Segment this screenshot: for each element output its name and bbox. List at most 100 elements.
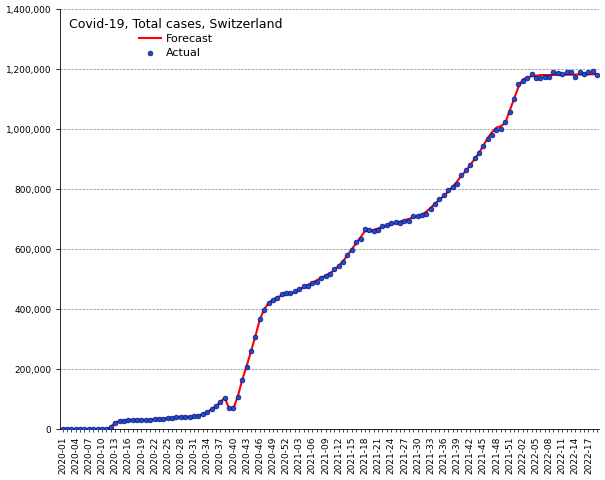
Actual: [356, 235, 365, 243]
Actual: [255, 315, 264, 323]
Actual: [215, 398, 225, 406]
Actual: [123, 417, 133, 424]
Actual: [290, 287, 299, 295]
Actual: [500, 119, 510, 126]
Actual: [202, 408, 212, 416]
Actual: [250, 333, 260, 340]
Forecast: [594, 72, 601, 77]
Actual: [557, 70, 567, 78]
Actual: [172, 414, 182, 421]
Forecast: [111, 420, 119, 426]
Actual: [364, 226, 374, 234]
Actual: [469, 154, 479, 162]
Actual: [408, 212, 418, 220]
Actual: [518, 77, 528, 85]
Actual: [457, 171, 466, 179]
Actual: [492, 126, 502, 134]
Actual: [588, 68, 598, 75]
Actual: [149, 416, 159, 423]
Forecast: [212, 403, 220, 409]
Actual: [579, 70, 589, 78]
Actual: [312, 278, 322, 286]
Actual: [321, 272, 330, 280]
Actual: [378, 222, 387, 229]
Actual: [97, 425, 107, 433]
Actual: [176, 413, 186, 421]
Actual: [479, 142, 488, 149]
Actual: [119, 417, 129, 424]
Actual: [434, 195, 444, 203]
Actual: [426, 205, 436, 213]
Actual: [584, 68, 594, 76]
Actual: [342, 251, 352, 259]
Actual: [465, 161, 475, 168]
Actual: [207, 405, 217, 413]
Actual: [334, 263, 344, 270]
Actual: [229, 405, 238, 412]
Actual: [84, 425, 94, 433]
Actual: [514, 81, 523, 88]
Actual: [474, 149, 484, 157]
Actual: [233, 393, 243, 400]
Actual: [167, 414, 177, 421]
Actual: [461, 166, 471, 174]
Actual: [391, 218, 401, 226]
Actual: [128, 416, 137, 424]
Actual: [561, 68, 571, 76]
Legend: Forecast, Actual: Forecast, Actual: [66, 14, 286, 61]
Actual: [75, 425, 85, 433]
Actual: [106, 423, 116, 431]
Actual: [220, 394, 229, 402]
Actual: [299, 282, 309, 290]
Actual: [382, 221, 391, 229]
Forecast: [90, 426, 97, 432]
Actual: [163, 414, 172, 422]
Actual: [566, 69, 576, 76]
Actual: [531, 74, 541, 82]
Actual: [242, 363, 252, 371]
Actual: [592, 72, 602, 79]
Actual: [71, 425, 80, 433]
Actual: [360, 226, 370, 233]
Actual: [246, 347, 256, 354]
Actual: [404, 216, 414, 224]
Actual: [224, 404, 234, 412]
Forecast: [59, 426, 66, 432]
Actual: [316, 275, 326, 282]
Actual: [272, 294, 282, 302]
Actual: [137, 416, 146, 424]
Actual: [330, 265, 339, 273]
Actual: [373, 227, 383, 234]
Actual: [198, 410, 208, 418]
Actual: [571, 73, 580, 81]
Actual: [387, 219, 396, 227]
Actual: [347, 247, 356, 254]
Actual: [88, 425, 98, 433]
Actual: [483, 135, 492, 143]
Actual: [145, 416, 155, 423]
Actual: [430, 201, 440, 208]
Actual: [535, 74, 545, 82]
Actual: [237, 376, 247, 384]
Actual: [413, 212, 422, 219]
Actual: [352, 238, 361, 246]
Actual: [338, 258, 348, 266]
Actual: [115, 417, 125, 425]
Forecast: [291, 289, 298, 295]
Actual: [369, 227, 379, 235]
Actual: [549, 68, 558, 76]
Actual: [553, 69, 563, 76]
Actual: [264, 300, 273, 307]
Actual: [110, 419, 120, 427]
Actual: [141, 416, 151, 424]
Actual: [487, 131, 497, 139]
Actual: [509, 95, 519, 103]
Actual: [189, 412, 199, 420]
Actual: [93, 425, 102, 433]
Actual: [452, 180, 462, 187]
Actual: [417, 212, 427, 219]
Actual: [154, 415, 164, 423]
Actual: [422, 210, 431, 217]
Actual: [522, 74, 532, 82]
Actual: [307, 280, 317, 288]
